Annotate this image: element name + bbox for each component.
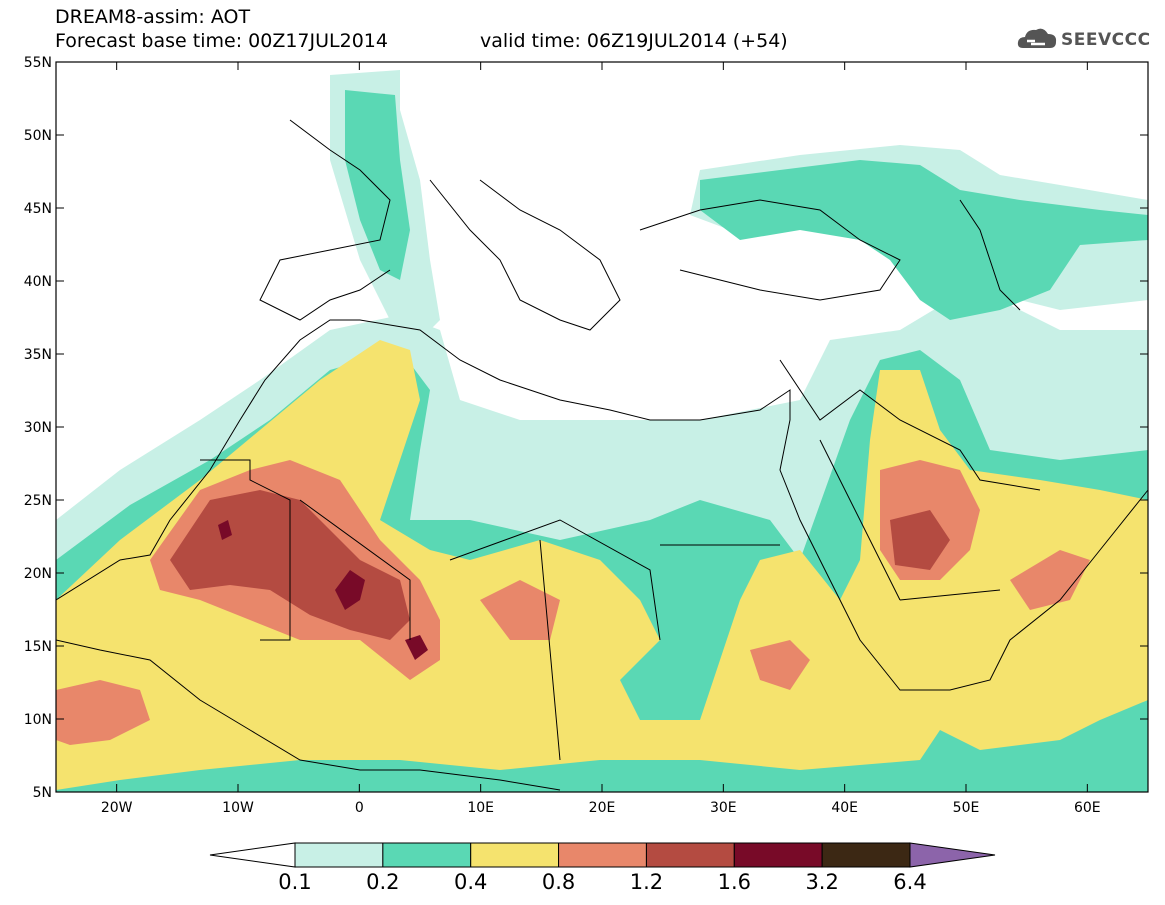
lat-label: 25N	[24, 493, 52, 509]
colorbar-swatch	[821, 842, 911, 868]
lat-label: 5N	[33, 785, 52, 801]
colorbar-swatch	[733, 842, 823, 868]
lon-label: 50E	[953, 800, 980, 816]
lat-label: 35N	[24, 347, 52, 363]
seevccc-logo: SEEVCCC	[1015, 22, 1155, 58]
lat-label: 30N	[24, 420, 52, 436]
colorbar-low-arrow	[209, 842, 296, 868]
colorbar-label: 0.2	[366, 870, 399, 894]
longitude-axis: 20W 10W 0 10E 20E 30E 40E 50E 60E	[101, 62, 1101, 816]
lon-label: 0	[355, 800, 364, 816]
colorbar-high-arrow	[909, 842, 996, 868]
lon-label: 30E	[710, 800, 737, 816]
latitude-axis: 55N 50N 45N 40N 35N 30N 25N 20N 15N 10N 5N	[24, 55, 1148, 801]
logo-text: SEEVCCC	[1061, 30, 1151, 50]
colorbar-swatch	[294, 842, 384, 868]
colorbar-label: 1.2	[630, 870, 663, 894]
colorbar-swatch	[558, 842, 647, 868]
lon-label: 20E	[589, 800, 616, 816]
lat-label: 10N	[24, 712, 52, 728]
lat-label: 45N	[24, 201, 52, 217]
colorbar-label: 1.6	[718, 870, 751, 894]
lon-label: 40E	[831, 800, 858, 816]
colorbar-label: 6.4	[893, 870, 926, 894]
colorbar-swatch	[645, 842, 735, 868]
lat-label: 55N	[24, 55, 52, 71]
lon-label: 10E	[467, 800, 494, 816]
valid-time: valid time: 06Z19JUL2014 (+54)	[480, 30, 788, 52]
coastlines	[56, 119, 1148, 791]
colorbar: 0.1 0.2 0.4 0.8 1.2 1.6 3.2 6.4	[209, 842, 996, 894]
map-title: DREAM8-assim: AOT	[55, 6, 251, 28]
lat-label: 50N	[24, 128, 52, 144]
lon-label: 20W	[101, 800, 133, 816]
colorbar-swatch	[382, 842, 472, 868]
lat-label: 20N	[24, 566, 52, 582]
colorbar-label: 0.1	[278, 870, 311, 894]
cloud-icon	[1017, 28, 1057, 48]
colorbar-swatch	[470, 842, 560, 868]
aot-field	[56, 62, 1148, 792]
lon-label: 60E	[1074, 800, 1101, 816]
lat-label: 40N	[24, 274, 52, 290]
lat-label: 15N	[24, 639, 52, 655]
colorbar-label: 0.8	[542, 870, 575, 894]
colorbar-label: 3.2	[805, 870, 838, 894]
lon-label: 10W	[222, 800, 254, 816]
forecast-base-time: Forecast base time: 00Z17JUL2014	[55, 30, 388, 52]
colorbar-label: 0.4	[454, 870, 487, 894]
